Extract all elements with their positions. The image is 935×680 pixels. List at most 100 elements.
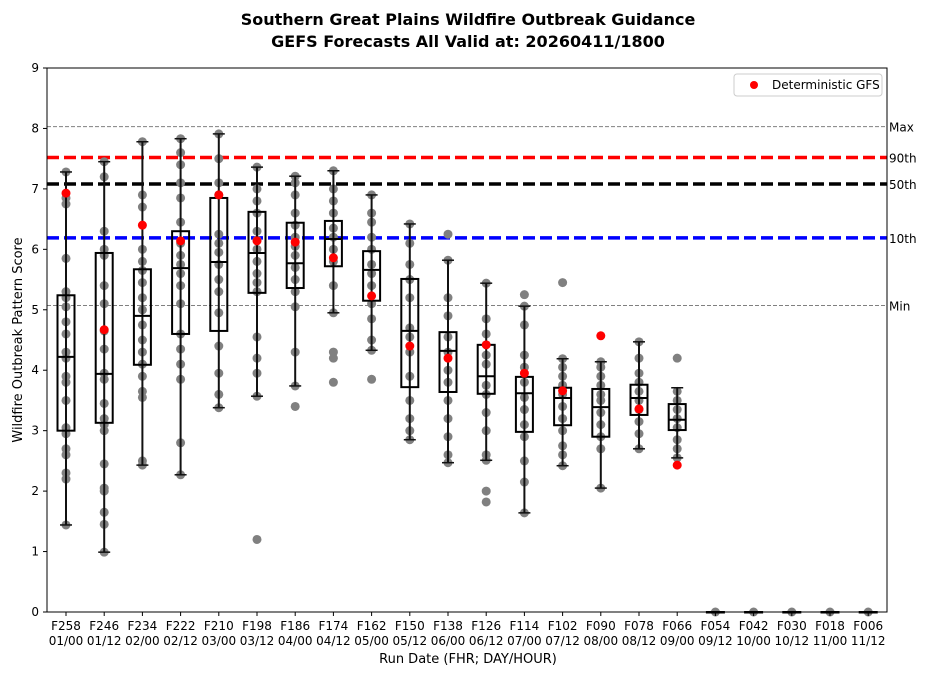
iqr-box — [667, 403, 687, 432]
legend-deterministic-marker — [750, 81, 758, 89]
x-tick-label: F030 — [777, 619, 807, 633]
x-tick-label: F114 — [509, 619, 539, 633]
member-point — [481, 497, 491, 507]
iqr-box — [171, 230, 191, 335]
x-tick-label: F150 — [395, 619, 425, 633]
deterministic-gfs-point — [405, 341, 415, 351]
x-tick-label: F186 — [280, 619, 310, 633]
x-tick-label: F162 — [357, 619, 387, 633]
deterministic-gfs-point — [214, 190, 224, 200]
deterministic-gfs-point — [367, 291, 377, 301]
y-tick-label: 8 — [31, 121, 39, 135]
x-tick-label: F126 — [471, 619, 501, 633]
deterministic-gfs-point — [290, 237, 300, 247]
x-tick-label: F138 — [433, 619, 463, 633]
iqr-box — [94, 251, 114, 424]
x-tick-time-label: 11/12 — [851, 634, 886, 648]
x-axis-label: Run Date (FHR; DAY/HOUR) — [379, 652, 557, 667]
x-tick-time-label: 10/00 — [736, 634, 771, 648]
iqr-box — [591, 387, 611, 438]
reference-label-min: Min — [889, 300, 910, 314]
legend-deterministic-label: Deterministic GFS — [772, 78, 880, 92]
x-tick-label: F222 — [166, 619, 196, 633]
member-point — [558, 278, 568, 288]
x-tick-time-label: 08/00 — [584, 634, 619, 648]
deterministic-gfs-point — [481, 340, 491, 350]
x-tick-time-label: 04/00 — [278, 634, 313, 648]
y-tick-label: 7 — [31, 182, 39, 196]
x-tick-label: F246 — [89, 619, 119, 633]
y-tick-label: 2 — [31, 484, 39, 498]
deterministic-gfs-point — [672, 460, 682, 470]
deterministic-gfs-point — [596, 331, 606, 341]
deterministic-gfs-point — [176, 236, 186, 246]
deterministic-gfs-point — [137, 220, 147, 230]
member-point — [290, 401, 300, 411]
x-tick-time-label: 07/00 — [507, 634, 542, 648]
deterministic-gfs-point — [99, 325, 109, 335]
x-tick-time-label: 01/12 — [87, 634, 122, 648]
y-tick-label: 3 — [31, 424, 39, 438]
reference-label-90th: 90th — [889, 151, 917, 165]
x-tick-label: F078 — [624, 619, 654, 633]
member-point — [367, 374, 377, 384]
deterministic-gfs-point — [328, 253, 338, 263]
iqr-box — [629, 383, 649, 416]
x-tick-label: F198 — [242, 619, 272, 633]
x-tick-label: F018 — [815, 619, 845, 633]
iqr-box — [438, 331, 458, 393]
legend: Deterministic GFS — [733, 73, 883, 97]
reference-label-10th: 10th — [889, 232, 917, 246]
reference-label-max: Max — [889, 121, 914, 135]
x-tick-label: F234 — [127, 619, 157, 633]
x-tick-label: F210 — [204, 619, 234, 633]
x-tick-time-label: 02/00 — [125, 634, 160, 648]
deterministic-gfs-point — [252, 236, 262, 246]
x-tick-time-label: 01/00 — [49, 634, 84, 648]
member-point — [519, 290, 529, 300]
chart-title: Southern Great Plains Wildfire Outbreak … — [241, 10, 696, 29]
x-tick-time-label: 06/12 — [469, 634, 504, 648]
deterministic-gfs-point — [61, 188, 71, 198]
x-tick-time-label: 11/00 — [813, 634, 848, 648]
y-tick-label: 6 — [31, 242, 39, 256]
x-tick-time-label: 03/12 — [240, 634, 275, 648]
deterministic-gfs-point — [634, 404, 644, 414]
y-tick-label: 4 — [31, 363, 39, 377]
x-tick-time-label: 03/00 — [202, 634, 237, 648]
x-tick-time-label: 09/12 — [698, 634, 733, 648]
x-tick-time-label: 05/12 — [393, 634, 428, 648]
legend-frame — [733, 73, 883, 97]
y-tick-label: 0 — [31, 605, 39, 619]
y-tick-label: 9 — [31, 61, 39, 75]
x-tick-label: F102 — [548, 619, 578, 633]
x-tick-label: F054 — [700, 619, 730, 633]
iqr-box — [362, 250, 382, 302]
member-point — [443, 229, 453, 239]
x-tick-time-label: 05/00 — [354, 634, 389, 648]
x-tick-label: F174 — [318, 619, 348, 633]
deterministic-gfs-point — [443, 353, 453, 363]
y-axis-label: Wildfire Outbreak Pattern Score — [11, 237, 26, 442]
x-tick-time-label: 08/12 — [622, 634, 657, 648]
y-tick-label: 5 — [31, 303, 39, 317]
x-tick-label: F042 — [739, 619, 769, 633]
member-point — [328, 377, 338, 387]
x-tick-time-label: 06/00 — [431, 634, 466, 648]
x-tick-label: F006 — [853, 619, 883, 633]
member-point — [252, 534, 262, 544]
chart-subtitle: GEFS Forecasts All Valid at: 20260411/18… — [271, 32, 665, 51]
member-point — [672, 353, 682, 363]
iqr-box — [400, 277, 420, 389]
plot-frame — [46, 67, 888, 613]
x-tick-time-label: 04/12 — [316, 634, 351, 648]
iqr-box — [132, 268, 152, 366]
iqr-box — [323, 219, 343, 268]
x-tick-time-label: 10/12 — [775, 634, 810, 648]
iqr-box — [56, 294, 76, 432]
x-tick-label: F258 — [51, 619, 81, 633]
x-tick-label: F090 — [586, 619, 616, 633]
deterministic-gfs-point — [558, 386, 568, 396]
deterministic-gfs-point — [519, 368, 529, 378]
